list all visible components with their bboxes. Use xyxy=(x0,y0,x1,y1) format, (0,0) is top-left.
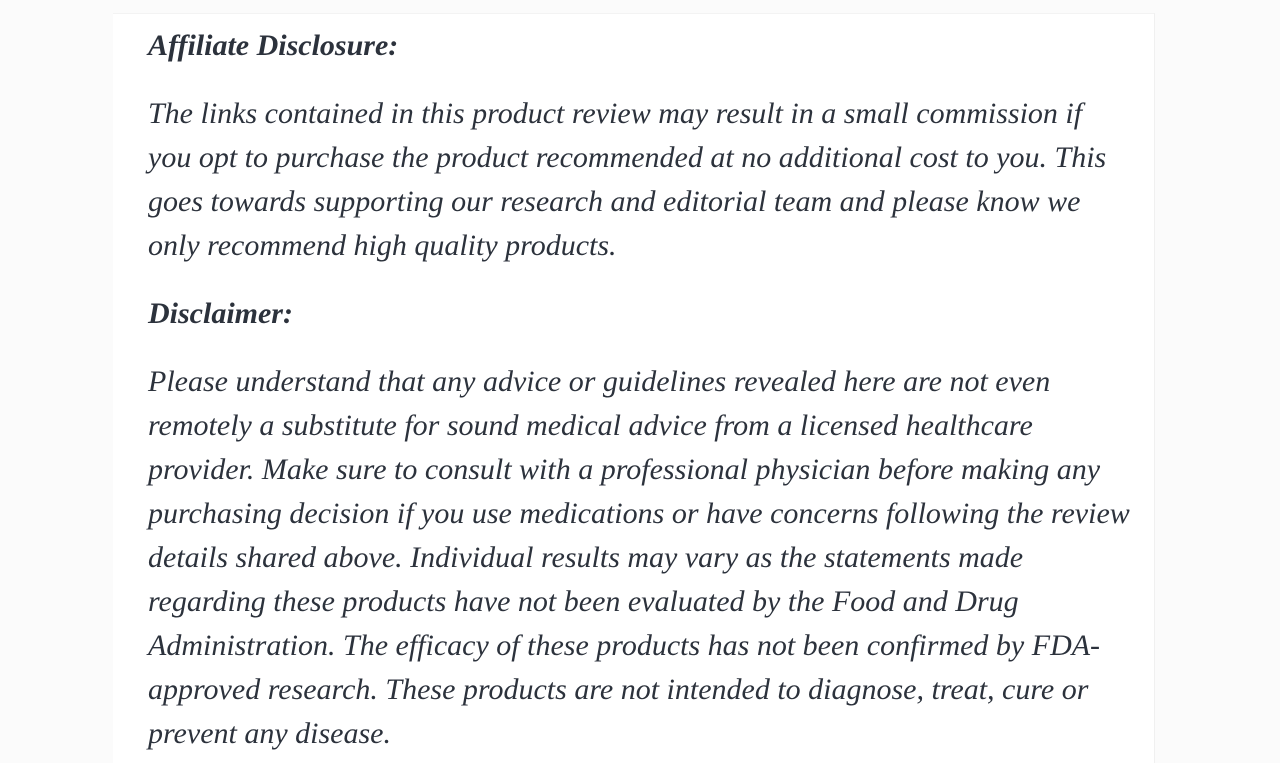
disclaimer-section: Disclaimer: Please understand that any a… xyxy=(148,292,1154,756)
article-content-card: Affiliate Disclosure: The links containe… xyxy=(113,13,1155,763)
disclaimer-heading: Disclaimer: xyxy=(148,297,293,330)
affiliate-disclosure-paragraph: The links contained in this product revi… xyxy=(148,97,1107,262)
disclaimer-paragraph: Please understand that any advice or gui… xyxy=(148,365,1130,750)
affiliate-disclosure-heading: Affiliate Disclosure: xyxy=(148,29,399,62)
affiliate-disclosure-section: Affiliate Disclosure: The links containe… xyxy=(148,24,1154,268)
